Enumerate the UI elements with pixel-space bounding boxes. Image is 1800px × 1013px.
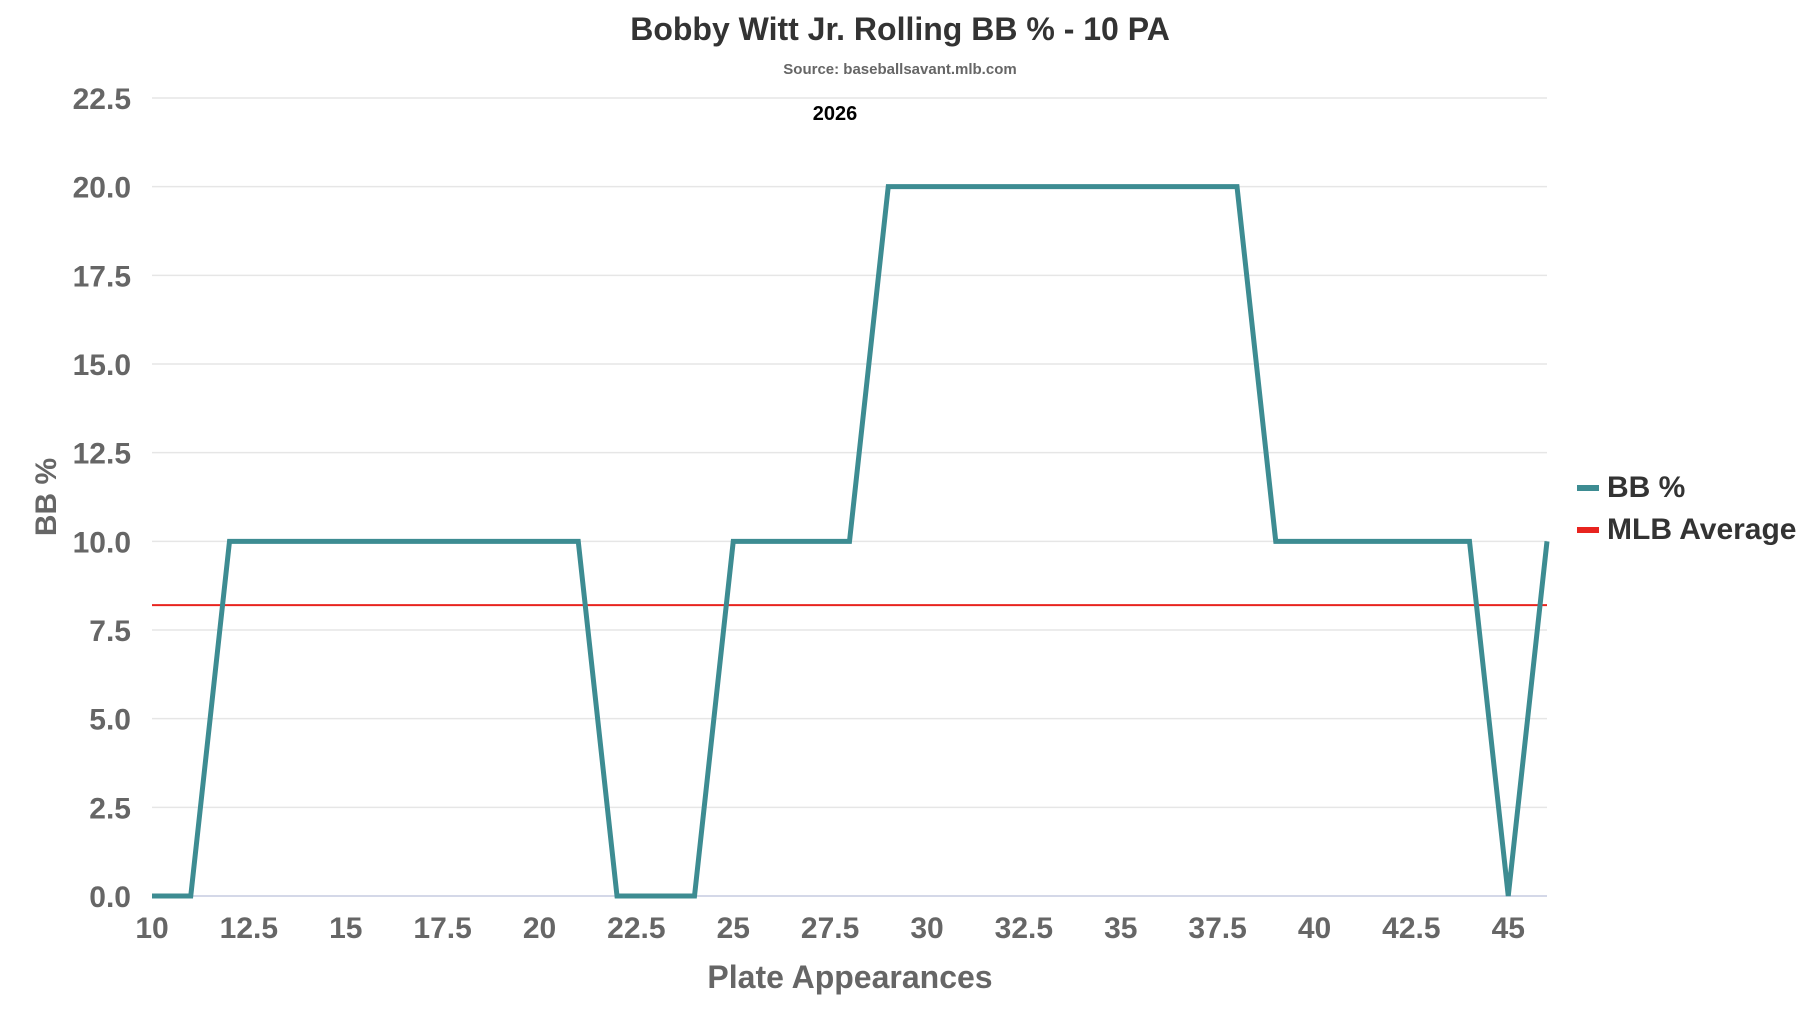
x-axis-label: Plate Appearances [707,959,992,995]
x-tick-label: 37.5 [1188,912,1246,945]
y-axis-ticks: 0.0 2.5 5.0 7.5 10.0 12.5 15.0 17.5 20.0 22.5 [73,83,131,914]
legend-item-bb-percent[interactable]: BB % [1577,471,1685,504]
legend-swatch-mlb-average [1577,527,1599,533]
x-tick-label: 32.5 [995,912,1053,945]
grid-lines [152,97,1547,809]
y-tick-label: 20.0 [73,172,131,205]
legend-swatch-bb-percent [1577,485,1599,491]
year-annotation: 2026 [813,103,858,125]
x-tick-label: 12.5 [220,912,278,945]
y-tick-label: 10.0 [73,526,131,559]
y-tick-label: 22.5 [73,83,131,116]
bb-percent-series-line [152,184,1550,899]
x-tick-label: 10 [135,912,168,945]
x-tick-label: 42.5 [1382,912,1440,945]
legend: BB % MLB Average [1577,471,1797,546]
y-axis-label: BB % [30,458,63,536]
x-tick-label: 17.5 [413,912,471,945]
y-tick-label: 0.0 [89,881,131,914]
x-tick-label: 35 [1104,912,1137,945]
x-tick-label: 27.5 [801,912,859,945]
y-tick-label: 15.0 [73,349,131,382]
x-tick-label: 20 [523,912,556,945]
x-tick-label: 15 [329,912,362,945]
y-tick-label: 7.5 [89,615,131,648]
x-tick-label: 40 [1298,912,1331,945]
legend-item-mlb-average[interactable]: MLB Average [1577,513,1797,546]
chart-subtitle: Source: baseballsavant.mlb.com [783,61,1016,78]
y-tick-label: 17.5 [73,260,131,293]
y-tick-label: 5.0 [89,704,131,737]
legend-label-mlb-average: MLB Average [1607,513,1797,546]
y-tick-label: 12.5 [73,438,131,471]
y-tick-label: 2.5 [89,792,131,825]
chart-title: Bobby Witt Jr. Rolling BB % - 10 PA [630,11,1170,47]
x-tick-label: 25 [717,912,750,945]
x-axis-ticks: 10 12.5 15 17.5 20 22.5 25 27.5 30 32.5 35 37.5 40 42… [135,912,1525,945]
legend-label-bb-percent: BB % [1607,471,1685,504]
x-tick-label: 22.5 [607,912,665,945]
x-tick-label: 30 [910,912,943,945]
x-tick-label: 45 [1492,912,1525,945]
